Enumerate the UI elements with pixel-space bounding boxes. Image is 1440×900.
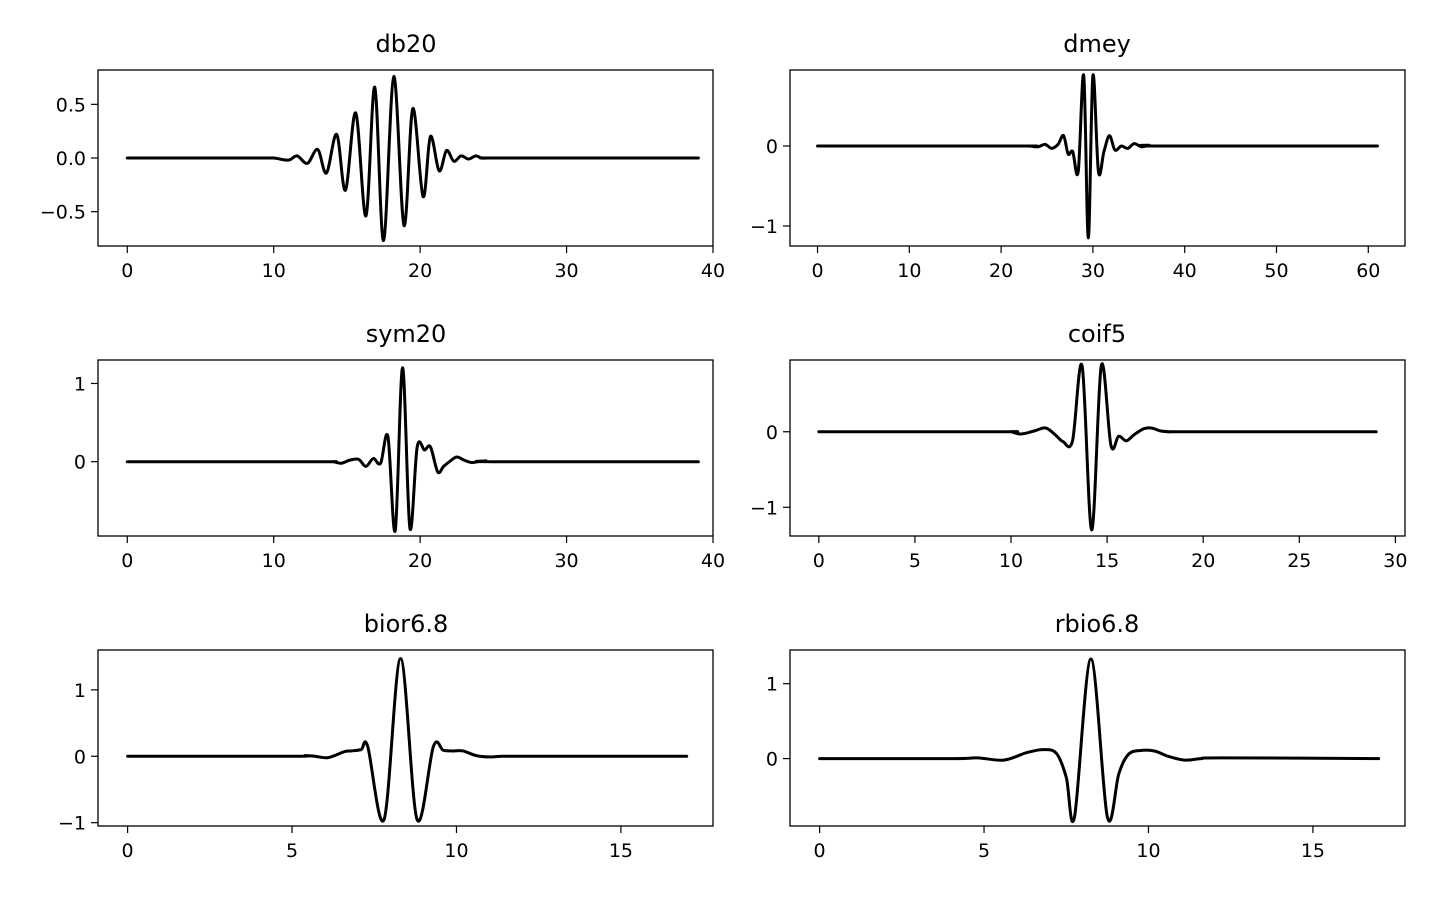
x-tick-label: 15 — [1301, 840, 1325, 862]
x-tick-label: 20 — [408, 550, 432, 572]
x-tick-label: 0 — [121, 260, 133, 282]
y-tick-label: 0 — [766, 749, 778, 771]
panel-title: dmey — [1063, 30, 1131, 58]
x-tick-label: 20 — [408, 260, 432, 282]
panel-rbio6.8: rbio6.8 0 5 10 15 0 1 — [766, 610, 1406, 862]
x-tick-label: 10 — [1136, 840, 1160, 862]
panel-title: coif5 — [1068, 320, 1126, 348]
y-tick-label: 0.5 — [56, 94, 86, 116]
x-tick-label: 5 — [286, 840, 298, 862]
y-tick-label: −1 — [750, 216, 778, 238]
x-tick-label: 60 — [1356, 260, 1380, 282]
series-line — [125, 366, 700, 533]
x-tick-label: 30 — [554, 260, 578, 282]
axis-frame — [789, 649, 1406, 827]
x-tick-label: 30 — [1383, 550, 1407, 572]
x-tick-label: 5 — [978, 840, 990, 862]
x-tick-label: 10 — [444, 840, 468, 862]
panel-coif5: coif5 0 5 10 15 20 25 30 −1 0 — [750, 320, 1408, 572]
axis-frame — [97, 649, 714, 827]
x-tick-label: 15 — [609, 840, 633, 862]
x-tick-label: 10 — [999, 550, 1023, 572]
x-tick-label: 25 — [1287, 550, 1311, 572]
x-tick-label: 40 — [701, 550, 725, 572]
panel-dmey: dmey 0 10 20 30 40 50 60 −1 0 — [750, 30, 1406, 282]
y-tick-label: −0.5 — [40, 202, 86, 224]
axis-frame — [97, 359, 714, 537]
series-line — [126, 657, 689, 823]
y-tick-label: 0 — [74, 746, 86, 768]
series-line — [125, 74, 700, 243]
y-tick-label: 0 — [766, 422, 778, 444]
ticks-layer: 0 5 10 15 20 25 30 −1 0 — [750, 422, 1408, 572]
x-tick-label: 50 — [1264, 260, 1288, 282]
y-tick-label: −1 — [58, 813, 86, 835]
x-tick-label: 20 — [1191, 550, 1215, 572]
y-tick-label: 0 — [74, 452, 86, 474]
y-tick-label: 0.0 — [56, 148, 86, 170]
ticks-layer: 0 10 20 30 40 50 60 −1 0 — [750, 136, 1380, 282]
axis-frame — [789, 359, 1406, 537]
x-tick-label: 30 — [1081, 260, 1105, 282]
y-tick-label: 1 — [74, 680, 86, 702]
ticks-layer: 0 10 20 30 40 0 1 — [74, 373, 725, 572]
panel-title: db20 — [375, 30, 436, 58]
y-tick-label: 1 — [766, 674, 778, 696]
axis-frame — [789, 69, 1406, 247]
x-tick-label: 15 — [1095, 550, 1119, 572]
series-line — [816, 73, 1379, 240]
ticks-layer: 0 5 10 15 0 1 — [766, 674, 1325, 862]
ticks-layer: 0 5 10 15 −1 0 1 — [58, 680, 633, 862]
series-line — [818, 657, 1381, 823]
panel-title: bior6.8 — [364, 610, 449, 638]
x-tick-label: 10 — [897, 260, 921, 282]
panel-db20: db20 0 10 20 30 40 −0.5 0.0 0.5 — [40, 30, 725, 282]
x-tick-label: 10 — [262, 550, 286, 572]
x-tick-label: 0 — [121, 550, 133, 572]
x-tick-label: 0 — [814, 840, 826, 862]
x-tick-label: 30 — [554, 550, 578, 572]
y-tick-label: 1 — [74, 373, 86, 395]
x-tick-label: 0 — [122, 840, 134, 862]
y-tick-label: 0 — [766, 136, 778, 158]
panel-title: sym20 — [366, 320, 447, 348]
panel-title: rbio6.8 — [1055, 610, 1140, 638]
x-tick-label: 40 — [1173, 260, 1197, 282]
x-tick-label: 20 — [989, 260, 1013, 282]
ticks-layer: 0 10 20 30 40 −0.5 0.0 0.5 — [40, 94, 725, 282]
series-line — [817, 362, 1378, 532]
x-tick-label: 5 — [909, 550, 921, 572]
x-tick-label: 0 — [813, 550, 825, 572]
y-tick-label: −1 — [750, 497, 778, 519]
x-tick-label: 40 — [701, 260, 725, 282]
panel-sym20: sym20 0 10 20 30 40 0 1 — [74, 320, 725, 572]
x-tick-label: 10 — [262, 260, 286, 282]
panel-bior6.8: bior6.8 0 5 10 15 −1 0 1 — [58, 610, 714, 862]
x-tick-label: 0 — [811, 260, 823, 282]
